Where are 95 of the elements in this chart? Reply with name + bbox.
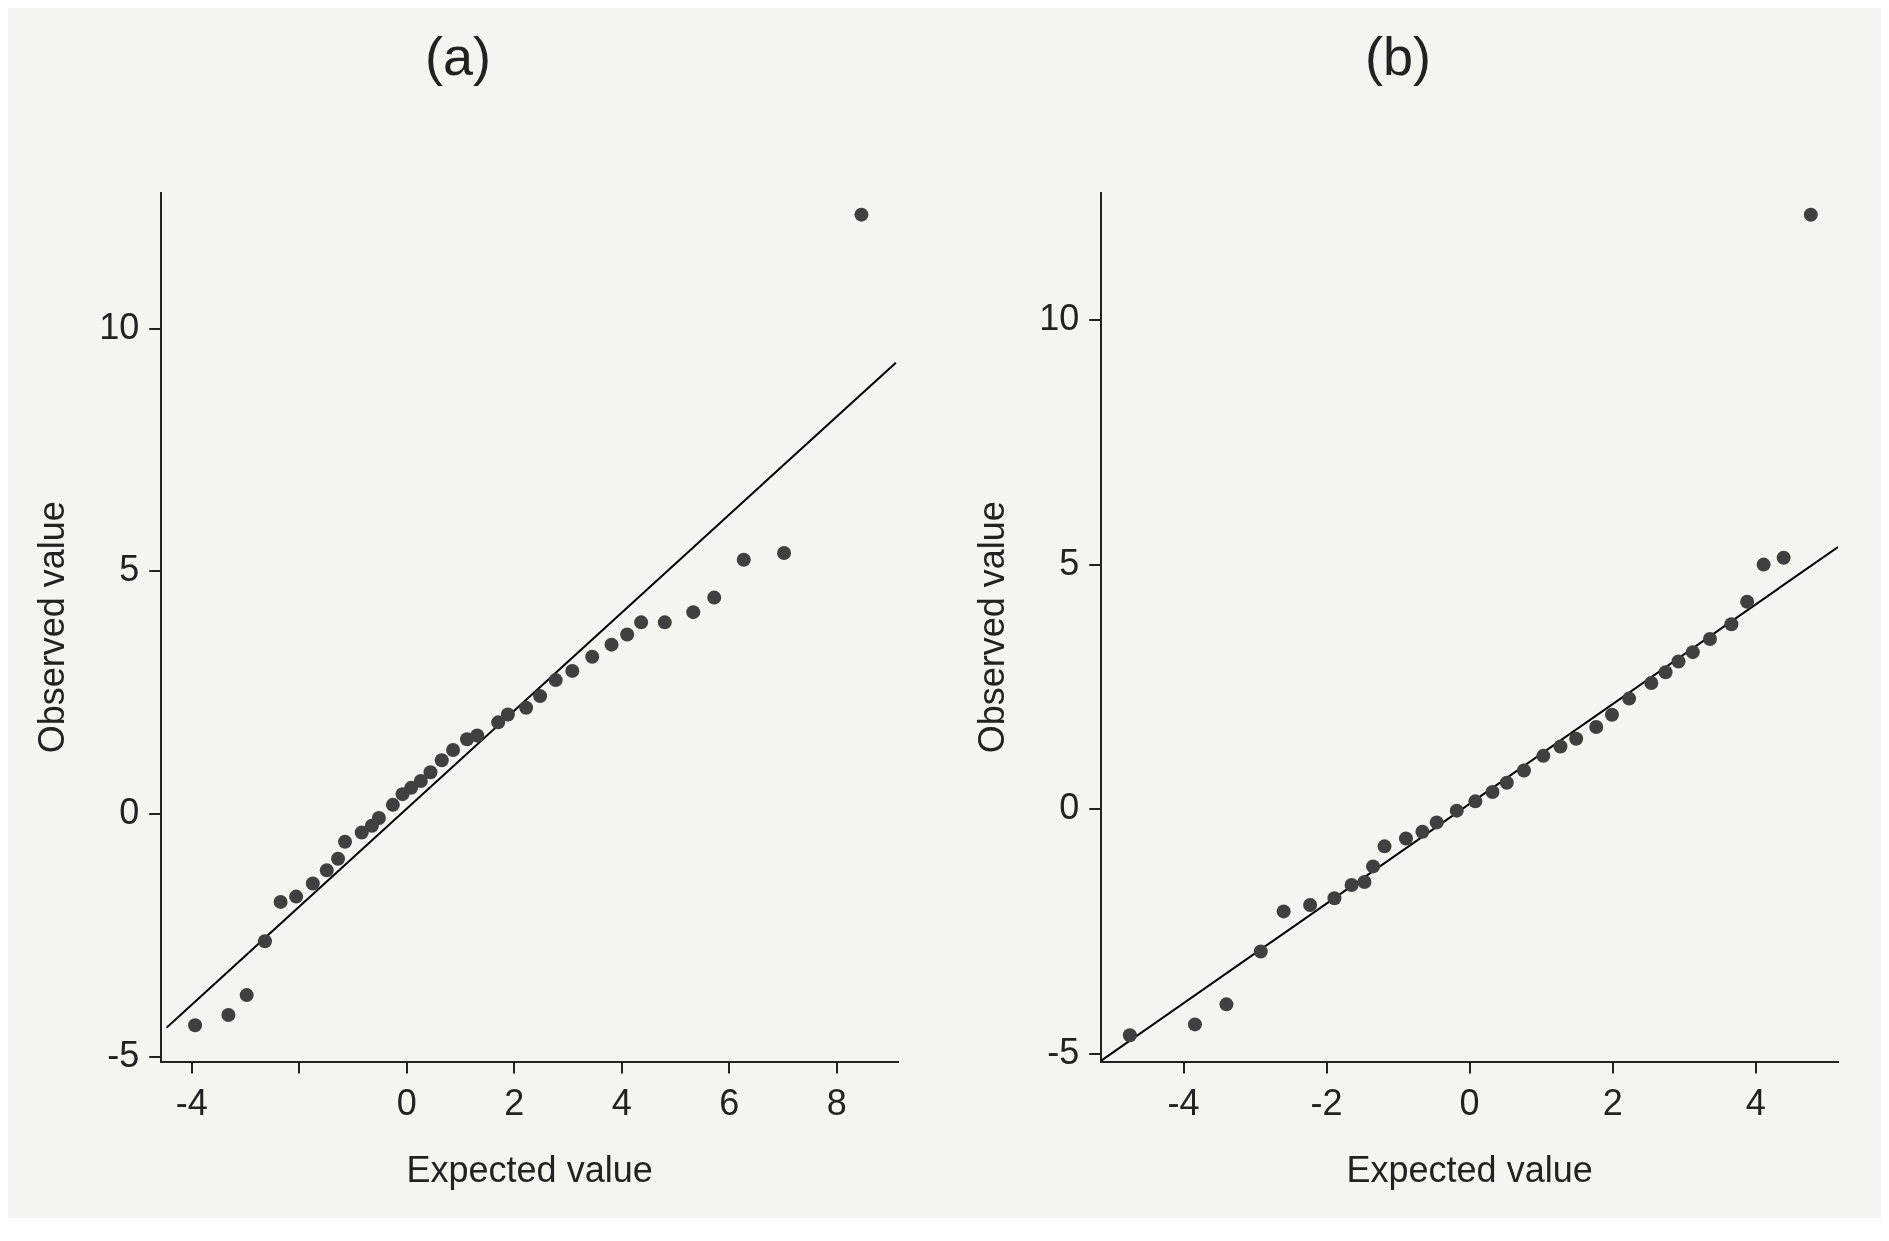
point [338,834,353,849]
point [686,605,701,620]
x-tick-label: 0 [396,1082,417,1124]
point [657,615,672,630]
point [1377,839,1392,854]
point [470,728,485,743]
point [1803,207,1818,222]
point [736,552,751,567]
point [1589,720,1604,734]
point [1344,878,1359,892]
x-tick-label: 2 [504,1082,525,1124]
chart-title: (a) [425,26,491,87]
point [1671,654,1686,669]
point [1398,831,1413,846]
point [305,876,320,891]
y-tick-label: 0 [1059,786,1080,828]
point [1724,617,1739,632]
point [519,700,534,715]
point [1604,707,1619,722]
x-tick-label: 4 [611,1082,632,1124]
point [491,715,506,730]
point [1429,815,1444,830]
y-tick-label: 10 [1039,296,1080,338]
y-tick-label: -5 [1047,1030,1080,1072]
y-tick-label: 5 [119,548,140,590]
point [221,1008,236,1023]
point [1468,794,1483,809]
point [1553,739,1568,754]
point [1536,748,1551,763]
point [1219,997,1234,1012]
point [423,765,438,780]
x-axis-title: Expected value [1346,1149,1593,1191]
y-axis-title: Observed value [970,501,1012,754]
point [1685,645,1700,660]
point [1702,631,1717,646]
point [319,863,334,878]
x-tick-label: 0 [1459,1082,1480,1124]
point [1366,859,1381,874]
point [1415,824,1430,839]
point [1756,557,1771,572]
point [1658,665,1673,680]
point [1516,763,1531,778]
point [500,707,515,722]
point [1776,550,1791,565]
point [188,1018,203,1033]
y-axis-title: Observed value [30,501,72,754]
point [604,637,619,652]
point [1569,731,1584,746]
x-tick-label: -2 [1310,1082,1343,1124]
point [1253,944,1268,959]
x-tick-label: 4 [1745,1082,1766,1124]
point [1644,675,1659,690]
point [1622,691,1637,706]
y-tick-label: -5 [107,1033,140,1075]
point [620,627,635,642]
point [854,207,869,222]
point [1303,898,1318,913]
point [565,663,580,678]
point [239,988,254,1003]
point [1187,1017,1202,1032]
point [413,774,428,789]
y-tick-label: 0 [119,790,140,832]
point [331,851,346,866]
x-tick-label: 8 [826,1082,847,1124]
x-tick-label: 6 [719,1082,740,1124]
point [1357,875,1372,890]
point [1276,904,1291,919]
point [257,934,272,949]
point [1485,785,1500,800]
point [533,689,548,704]
point [385,797,400,812]
y-tick-label: 10 [99,305,140,347]
point [371,810,386,825]
point [289,889,304,904]
point [273,894,288,909]
point [585,649,600,664]
point [1449,803,1464,818]
x-axis-title: Expected value [406,1149,653,1191]
point [777,545,792,560]
point [548,673,563,688]
point [1740,594,1755,609]
x-tick-label: 2 [1602,1082,1623,1124]
point [446,743,461,757]
point [707,590,722,605]
point [434,753,449,768]
point [634,615,649,630]
point [354,825,369,840]
chart-title: (b) [1365,26,1431,87]
x-tick-label: -4 [1167,1082,1200,1124]
x-tick-label: -4 [175,1082,208,1124]
point [404,780,419,795]
point [1499,775,1514,790]
y-tick-label: 5 [1059,541,1080,583]
point [1122,1028,1137,1043]
point [1327,891,1342,906]
